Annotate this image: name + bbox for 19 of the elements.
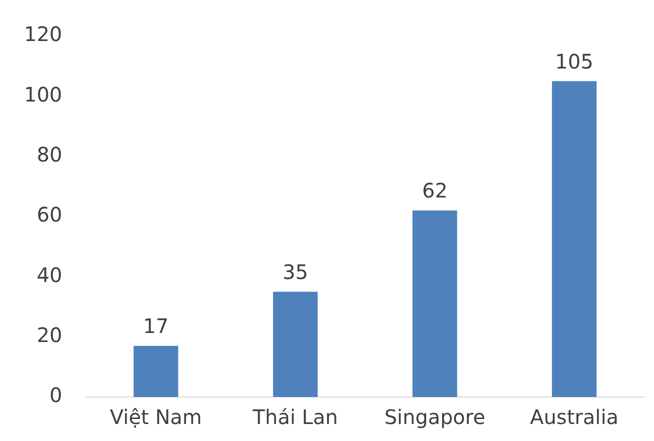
y-tick-label: 80 [36, 142, 62, 167]
data-label: 62 [422, 178, 448, 203]
y-tick-label: 120 [24, 22, 62, 46]
x-tick-label: Singapore [384, 405, 486, 430]
x-tick-label: Australia [530, 405, 619, 430]
bar [134, 346, 178, 397]
y-tick-label: 40 [36, 262, 62, 287]
x-tick-label: Thái Lan [252, 405, 338, 430]
data-label: 105 [555, 49, 594, 74]
y-tick-label: 20 [36, 323, 62, 348]
y-tick-label: 100 [24, 82, 62, 106]
y-tick-label: 0 [49, 383, 62, 408]
data-label: 35 [282, 260, 308, 284]
bar [552, 81, 597, 397]
y-tick-label: 60 [36, 202, 62, 227]
bar [412, 210, 458, 397]
data-label: 17 [143, 314, 169, 338]
bar [273, 292, 318, 397]
x-tick-label: Việt Nam [110, 405, 202, 430]
